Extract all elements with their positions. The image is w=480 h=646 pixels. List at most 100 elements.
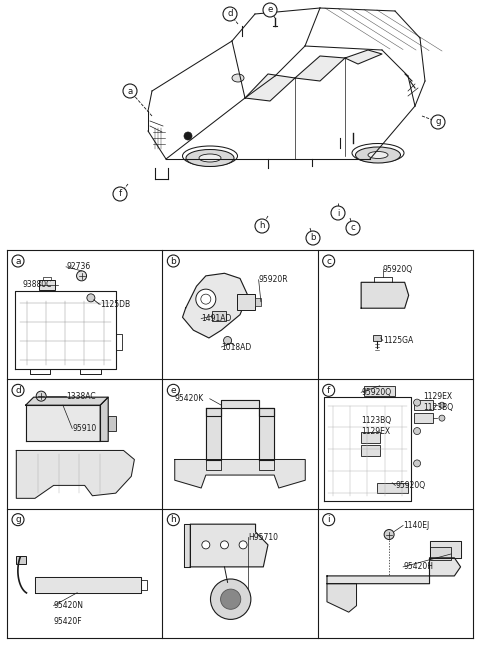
Polygon shape (327, 584, 357, 612)
Circle shape (439, 415, 445, 421)
Bar (108, 416, 116, 430)
Polygon shape (184, 524, 190, 567)
Circle shape (346, 221, 360, 235)
Circle shape (323, 255, 335, 267)
Circle shape (202, 541, 210, 549)
Circle shape (113, 187, 127, 201)
Text: d: d (15, 386, 21, 395)
Circle shape (414, 460, 420, 467)
Circle shape (220, 541, 228, 549)
Ellipse shape (356, 147, 400, 163)
Circle shape (331, 206, 345, 220)
Circle shape (221, 589, 241, 609)
Text: i: i (327, 515, 330, 524)
Text: 95420K: 95420K (175, 394, 204, 403)
Text: g: g (15, 515, 21, 524)
Circle shape (184, 132, 192, 140)
Text: 1491AD: 1491AD (201, 314, 231, 323)
Bar (414, 413, 432, 423)
Text: c: c (326, 256, 331, 266)
Bar (361, 432, 380, 443)
Text: d: d (227, 10, 233, 19)
Text: 95920Q: 95920Q (361, 388, 391, 397)
Circle shape (306, 231, 320, 245)
Ellipse shape (368, 152, 388, 158)
Bar (372, 335, 381, 341)
Text: i: i (337, 209, 339, 218)
Text: g: g (435, 118, 441, 127)
Text: 1129EX: 1129EX (423, 391, 453, 401)
Text: h: h (259, 222, 265, 231)
Polygon shape (345, 50, 382, 64)
Circle shape (323, 384, 335, 397)
Bar (16, 556, 26, 565)
Text: c: c (350, 224, 355, 233)
Polygon shape (16, 450, 134, 498)
Polygon shape (361, 282, 408, 308)
Bar (377, 483, 408, 493)
Circle shape (12, 384, 24, 397)
Text: 95910: 95910 (72, 424, 96, 433)
Circle shape (77, 271, 86, 281)
Bar (414, 400, 432, 410)
Text: 1129EX: 1129EX (361, 426, 390, 435)
Bar (39, 280, 55, 290)
Bar (255, 298, 261, 306)
Circle shape (439, 402, 445, 408)
Text: f: f (119, 189, 121, 198)
Text: 1123BQ: 1123BQ (423, 403, 454, 412)
Polygon shape (327, 557, 461, 584)
Text: 92736: 92736 (66, 262, 90, 271)
Text: 1123BQ: 1123BQ (361, 416, 391, 425)
Text: 95420F: 95420F (54, 617, 82, 626)
Ellipse shape (232, 74, 244, 82)
Polygon shape (182, 273, 248, 338)
Text: H95710: H95710 (248, 532, 278, 541)
Circle shape (123, 84, 137, 98)
Text: 1018AD: 1018AD (221, 342, 252, 351)
Text: e: e (267, 6, 273, 14)
Circle shape (223, 7, 237, 21)
Circle shape (323, 514, 335, 526)
Bar (430, 547, 451, 560)
Bar (364, 386, 396, 396)
Circle shape (255, 219, 269, 233)
Circle shape (431, 115, 445, 129)
Text: 1140EJ: 1140EJ (403, 521, 429, 530)
Text: e: e (170, 386, 176, 395)
Text: 1125GA: 1125GA (383, 336, 413, 345)
Circle shape (168, 384, 180, 397)
Bar (212, 311, 226, 321)
Circle shape (36, 391, 46, 401)
Polygon shape (295, 56, 345, 81)
Text: 95920Q: 95920Q (396, 481, 425, 490)
Text: 95420H: 95420H (403, 563, 433, 571)
Polygon shape (259, 408, 274, 459)
Polygon shape (35, 578, 141, 593)
Text: a: a (127, 87, 132, 96)
Bar (361, 445, 380, 455)
Circle shape (168, 255, 180, 267)
Text: 1338AC: 1338AC (66, 391, 96, 401)
Text: 95920Q: 95920Q (383, 265, 413, 274)
Polygon shape (100, 397, 108, 441)
Circle shape (384, 530, 394, 539)
Polygon shape (430, 541, 461, 557)
Text: 93880C: 93880C (23, 280, 52, 289)
Polygon shape (25, 397, 108, 405)
Circle shape (224, 337, 231, 344)
Ellipse shape (186, 149, 234, 167)
Text: 1125DB: 1125DB (100, 300, 131, 309)
Text: h: h (170, 515, 176, 524)
Polygon shape (175, 459, 305, 488)
Circle shape (12, 514, 24, 526)
Polygon shape (206, 400, 274, 415)
Circle shape (196, 289, 216, 309)
Polygon shape (245, 74, 295, 101)
Text: 95420N: 95420N (54, 601, 84, 610)
Ellipse shape (199, 154, 221, 162)
Bar (237, 294, 255, 309)
Circle shape (211, 579, 251, 620)
Circle shape (263, 3, 277, 17)
Text: f: f (327, 386, 330, 395)
